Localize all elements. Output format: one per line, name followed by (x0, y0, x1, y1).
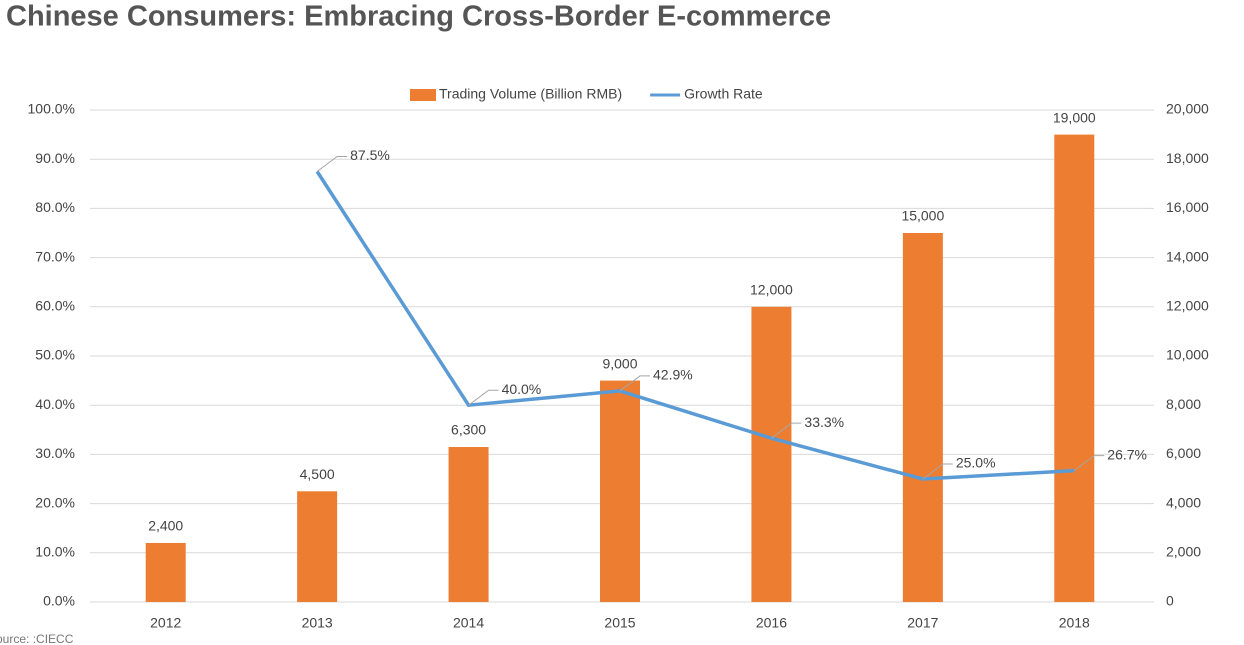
data-label: 87.5% (350, 147, 390, 163)
legend-label: Trading Volume (Billion RMB) (439, 86, 622, 102)
y2-tick-label: 10,000 (1166, 347, 1209, 363)
x-tick-label: 2014 (453, 615, 484, 631)
y-tick-label: 70.0% (35, 248, 75, 264)
bar (297, 491, 338, 602)
leader-line (1073, 455, 1105, 472)
y2-tick-label: 12,000 (1166, 298, 1209, 314)
leader-line (316, 156, 348, 172)
line (315, 170, 1075, 481)
data-label: 33.3% (804, 414, 844, 430)
bar (145, 542, 186, 602)
x-tick-label: 2017 (907, 615, 938, 631)
y2-tick-label: 6,000 (1166, 445, 1201, 461)
y2-tick-label: 18,000 (1166, 150, 1209, 166)
y2-tick-label: 16,000 (1166, 199, 1209, 215)
bar (902, 233, 943, 602)
y-tick-label: 90.0% (35, 150, 75, 166)
data-label: 6,300 (451, 422, 486, 438)
data-label: 12,000 (750, 282, 793, 298)
y-tick-label: 100.0% (28, 101, 75, 117)
y-tick-label: 20.0% (35, 494, 75, 510)
bar (600, 380, 640, 602)
data-label: 42.9% (653, 367, 693, 383)
data-label: 25.0% (956, 455, 996, 471)
x-tick-label: 2013 (302, 615, 333, 631)
legend-swatch (410, 89, 436, 101)
y2-tick-label: 0 (1166, 593, 1174, 609)
y2-tick-label: 8,000 (1166, 396, 1201, 412)
x-tick-label: 2015 (604, 615, 635, 631)
y2-tick-label: 4,000 (1166, 494, 1201, 510)
bar (751, 306, 792, 602)
y-tick-label: 40.0% (35, 396, 75, 412)
bar (448, 447, 489, 602)
y-tick-label: 50.0% (35, 347, 75, 363)
x-tick-label: 2012 (150, 615, 181, 631)
data-label: 2,400 (148, 518, 183, 534)
data-label: 4,500 (300, 466, 335, 482)
y-tick-label: 60.0% (35, 298, 75, 314)
y-tick-label: 80.0% (35, 199, 75, 215)
data-label: 9,000 (602, 355, 637, 371)
chart-title: Chinese Consumers: Embracing Cross-Borde… (6, 1, 831, 33)
data-label: 26.7% (1107, 446, 1147, 462)
data-label: 40.0% (502, 381, 542, 397)
leader-line (619, 375, 650, 392)
leader-line (771, 422, 802, 439)
y-tick-label: 0.0% (43, 593, 75, 609)
leader-line (468, 389, 499, 406)
data-label: 15,000 (901, 208, 944, 224)
y2-tick-label: 20,000 (1166, 101, 1209, 117)
legend-label: Growth Rate (684, 86, 763, 102)
y-tick-label: 30.0% (35, 445, 75, 461)
x-tick-label: 2018 (1059, 615, 1090, 631)
y-tick-label: 10.0% (35, 544, 75, 560)
bar (1054, 134, 1095, 602)
source-note: Source: :CIECC (0, 632, 74, 645)
x-tick-label: 2016 (756, 615, 787, 631)
data-label: 19,000 (1053, 109, 1096, 125)
leader-line (922, 463, 953, 480)
y2-tick-label: 14,000 (1166, 248, 1209, 264)
y2-tick-label: 2,000 (1166, 544, 1201, 560)
